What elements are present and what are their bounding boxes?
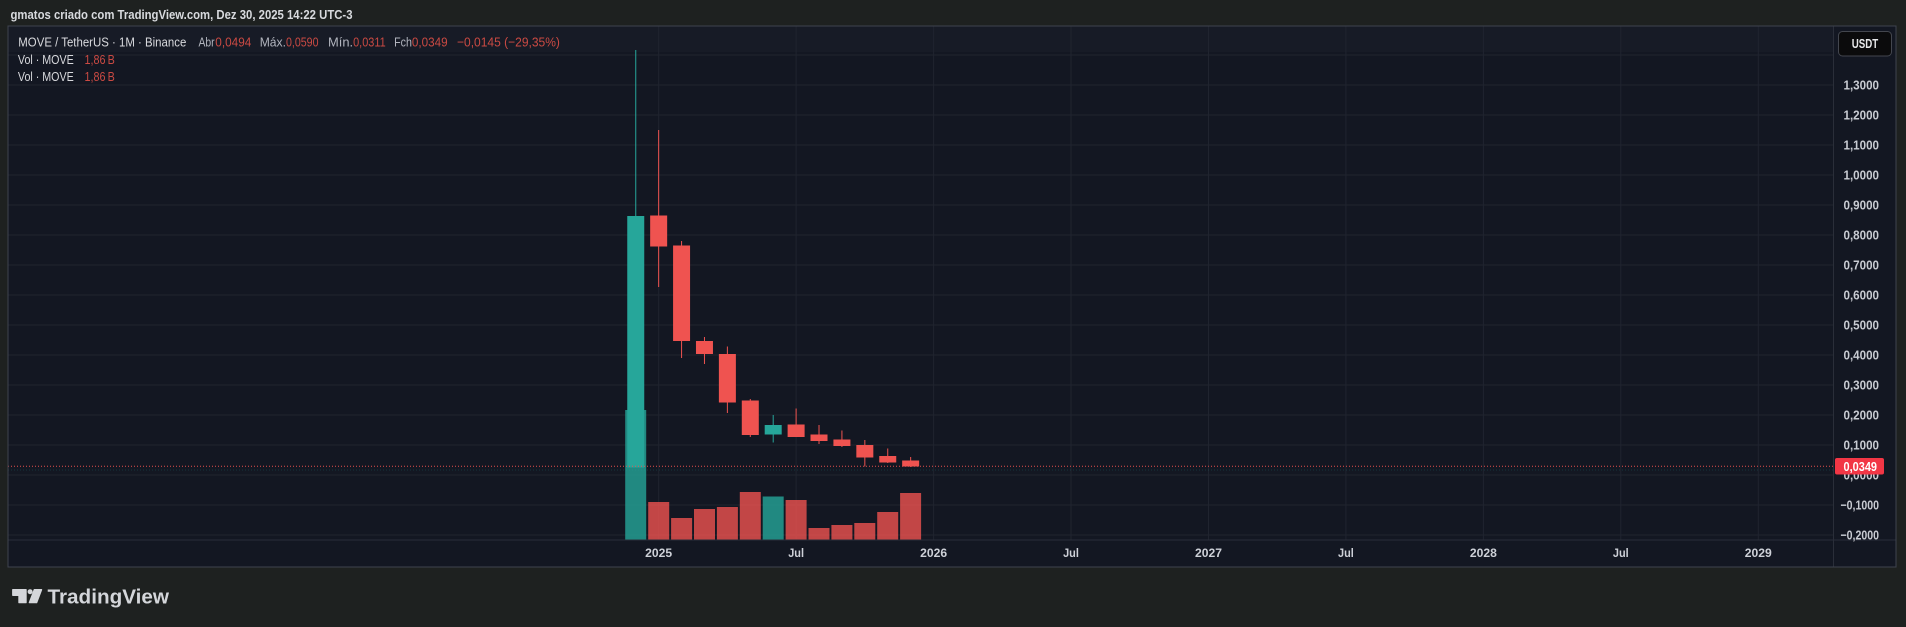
svg-text:TradingView: TradingView	[48, 587, 170, 609]
svg-text:2026: 2026	[920, 546, 947, 560]
svg-text:1,86 B: 1,86 B	[85, 69, 115, 84]
svg-text:0,0494: 0,0494	[215, 34, 251, 49]
svg-text:Jul: Jul	[1613, 546, 1629, 560]
svg-text:0,0349: 0,0349	[1844, 459, 1878, 474]
svg-text:Vol · MOVE: Vol · MOVE	[18, 69, 74, 84]
svg-text:2028: 2028	[1470, 546, 1497, 560]
svg-text:2025: 2025	[645, 546, 672, 560]
svg-text:MOVE / TetherUS · 1M · Binance: MOVE / TetherUS · 1M · Binance	[18, 34, 186, 49]
svg-text:Mín.: Mín.	[328, 34, 353, 49]
svg-text:0,8000: 0,8000	[1844, 228, 1880, 243]
svg-text:0,9000: 0,9000	[1844, 198, 1880, 213]
svg-text:Máx.: Máx.	[260, 34, 286, 49]
svg-text:−0,2000: −0,2000	[1841, 528, 1880, 543]
svg-text:0,0311: 0,0311	[353, 34, 386, 49]
svg-text:−0,1000: −0,1000	[1841, 498, 1880, 513]
svg-text:0,0349: 0,0349	[412, 34, 448, 49]
svg-text:0,6000: 0,6000	[1844, 288, 1880, 303]
svg-text:0,3000: 0,3000	[1844, 378, 1880, 393]
svg-text:1,86 B: 1,86 B	[85, 52, 115, 67]
svg-text:Vol · MOVE: Vol · MOVE	[18, 52, 74, 67]
svg-text:Jul: Jul	[1063, 546, 1079, 560]
svg-text:0,1000: 0,1000	[1844, 438, 1880, 453]
svg-text:1,3000: 1,3000	[1844, 78, 1880, 93]
svg-text:gmatos criado com TradingView.: gmatos criado com TradingView.com, Dez 3…	[11, 7, 353, 22]
svg-text:Jul: Jul	[1338, 546, 1354, 560]
svg-text:Jul: Jul	[788, 546, 804, 560]
svg-text:1,1000: 1,1000	[1844, 138, 1880, 153]
svg-text:0,2000: 0,2000	[1844, 408, 1880, 423]
svg-text:2029: 2029	[1745, 546, 1772, 560]
svg-text:0,5000: 0,5000	[1844, 318, 1880, 333]
svg-text:0,7000: 0,7000	[1844, 258, 1880, 273]
svg-text:−0,0145 (−29,35%): −0,0145 (−29,35%)	[457, 34, 560, 49]
svg-text:0,4000: 0,4000	[1844, 348, 1880, 363]
svg-text:Abr: Abr	[199, 34, 216, 49]
svg-text:0,0590: 0,0590	[286, 34, 319, 49]
svg-text:2027: 2027	[1195, 546, 1222, 560]
svg-text:1,2000: 1,2000	[1844, 108, 1880, 123]
svg-text:USDT: USDT	[1852, 36, 1879, 51]
svg-text:1,0000: 1,0000	[1844, 168, 1880, 183]
svg-text:Fch: Fch	[394, 34, 412, 49]
